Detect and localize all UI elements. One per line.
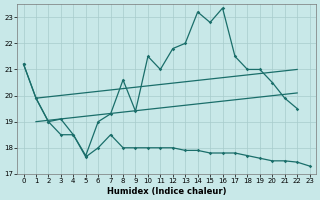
X-axis label: Humidex (Indice chaleur): Humidex (Indice chaleur) bbox=[107, 187, 226, 196]
